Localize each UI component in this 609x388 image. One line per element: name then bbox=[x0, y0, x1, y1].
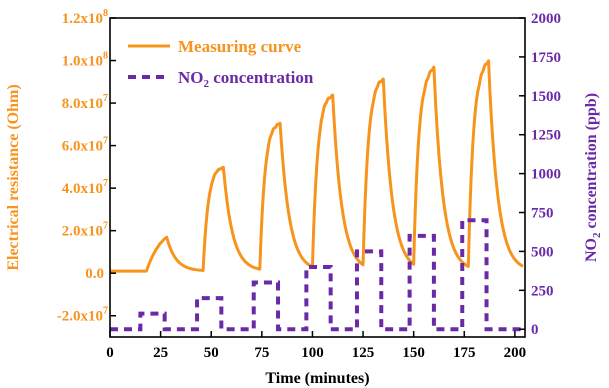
y-right-tick-label: 750 bbox=[531, 206, 554, 222]
x-tick-label: 75 bbox=[254, 345, 269, 361]
measuring-curve-line bbox=[110, 59, 524, 273]
y-right-tick-label: 250 bbox=[531, 283, 554, 299]
x-axis: 0 25 50 75 100 125 150 175 200 bbox=[106, 331, 526, 361]
y-left-tick-label: 4.0x107 bbox=[62, 178, 108, 197]
y-right-tick-label: 2000 bbox=[531, 11, 561, 27]
legend-no2-prefix: NO bbox=[178, 68, 204, 87]
x-tick-label: 25 bbox=[153, 345, 168, 361]
y-left-tick-label: 0.0 bbox=[85, 266, 104, 282]
no2-concentration-line bbox=[110, 218, 523, 332]
y-right-tick-label: 1000 bbox=[531, 167, 561, 183]
legend-no2-subscript: 2 bbox=[204, 78, 210, 90]
series-layer bbox=[110, 59, 524, 332]
legend-label-measuring-curve: Measuring curve bbox=[178, 37, 302, 56]
x-tick-label: 100 bbox=[301, 345, 324, 361]
y-right-tick-label: 1500 bbox=[531, 89, 561, 105]
legend-no2-suffix: concentration bbox=[209, 68, 314, 87]
x-tick-label: 150 bbox=[402, 345, 425, 361]
y-left-tick-label: 6.0x107 bbox=[62, 136, 108, 155]
y-left-tick-label: 1.2x108 bbox=[62, 8, 108, 27]
left-axis: -2.0x107 0.0 2.0x107 4.0x107 6.0x107 8.0x107 1… bbox=[57, 8, 116, 325]
x-tick-label: 175 bbox=[453, 345, 476, 361]
y-right-tick-label: 1750 bbox=[531, 50, 561, 66]
y-left-tick-label: 1.0x108 bbox=[62, 51, 108, 70]
y-right-title-subscript: 2 bbox=[591, 232, 603, 238]
y-left-axis-title: Electrical resistance (Ohm) bbox=[5, 84, 22, 270]
y-right-tick-label: 1250 bbox=[531, 128, 561, 144]
y-right-title-prefix: NO bbox=[583, 238, 600, 262]
y-right-title-suffix: concentration (ppb) bbox=[583, 93, 600, 233]
legend-label-no2-concentration: NO2 concentration bbox=[178, 68, 314, 90]
x-tick-label: 0 bbox=[106, 345, 114, 361]
x-tick-label: 200 bbox=[504, 345, 527, 361]
y-right-tick-label: 0 bbox=[531, 322, 539, 338]
legend: Measuring curve NO2 concentration bbox=[128, 37, 314, 90]
y-right-tick-label: 500 bbox=[531, 244, 554, 260]
y-left-tick-label: 2.0x107 bbox=[62, 221, 108, 240]
x-tick-label: 50 bbox=[204, 345, 219, 361]
y-right-axis-title: NO2 concentration (ppb) bbox=[583, 93, 603, 262]
x-axis-title: Time (minutes) bbox=[265, 370, 369, 387]
y-left-tick-label: 8.0x107 bbox=[62, 93, 108, 112]
right-axis: 0 250 500 750 1000 1250 1500 1750 2000 bbox=[519, 11, 561, 338]
plot-frame bbox=[109, 17, 526, 338]
x-tick-label: 125 bbox=[352, 345, 375, 361]
y-left-tick-label: -2.0x107 bbox=[57, 306, 108, 325]
